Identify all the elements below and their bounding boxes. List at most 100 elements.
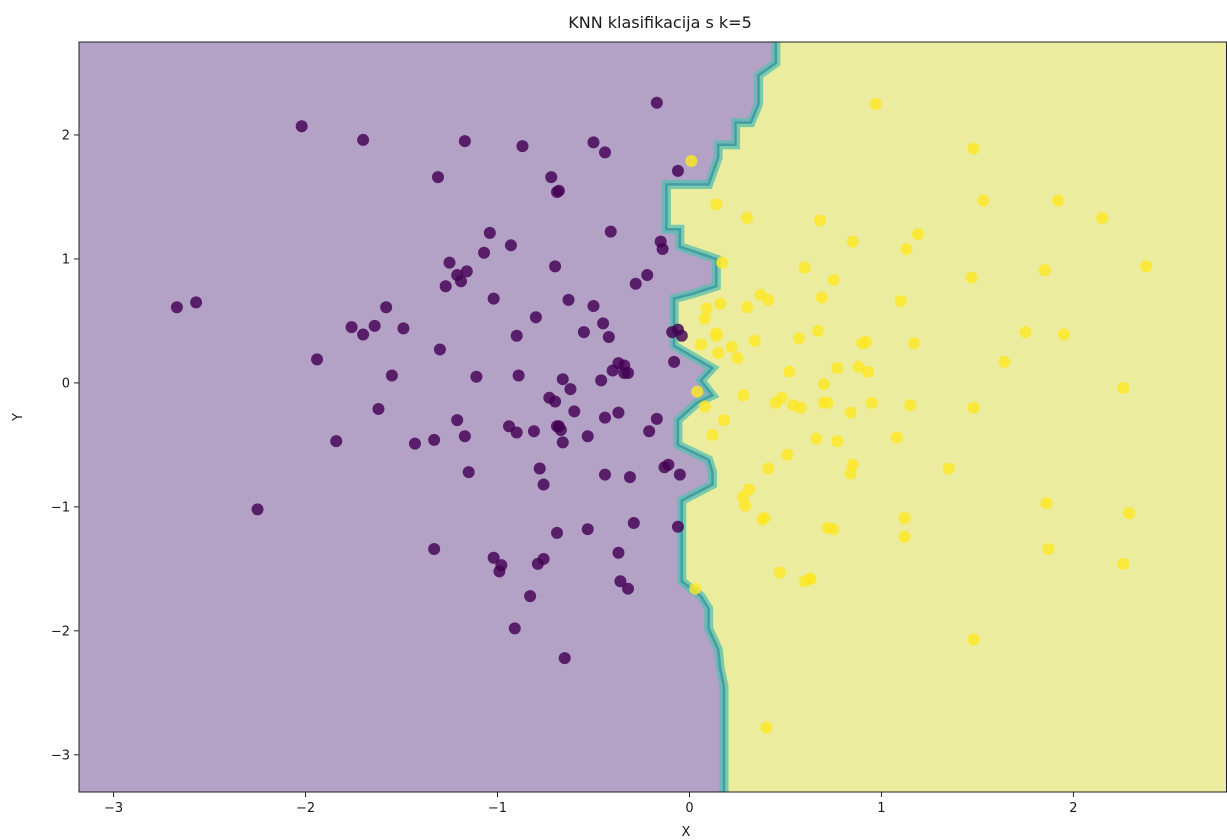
class1-point — [689, 582, 702, 595]
class1-point — [762, 293, 775, 306]
class0-point — [641, 269, 654, 282]
class1-point — [810, 432, 823, 445]
class0-point — [587, 136, 600, 149]
class1-point — [894, 295, 907, 308]
class0-point — [599, 468, 612, 481]
class1-point — [760, 721, 773, 734]
class0-point — [385, 369, 398, 382]
class1-point — [856, 337, 869, 350]
class0-point — [564, 383, 577, 396]
x-tick-label: −3 — [104, 801, 123, 816]
class1-point — [967, 633, 980, 646]
class0-points — [170, 96, 688, 665]
y-tick-label: −2 — [51, 624, 70, 639]
class1-point — [737, 389, 750, 402]
class0-point — [408, 437, 421, 450]
class0-point — [504, 239, 517, 252]
class0-point — [671, 164, 684, 177]
class0-point — [428, 433, 441, 446]
class1-point — [694, 338, 707, 351]
class1-point — [685, 155, 698, 168]
plot-area — [79, 42, 1227, 792]
class0-point — [345, 321, 358, 334]
class0-point — [597, 317, 610, 330]
class1-point — [731, 352, 744, 365]
class1-point — [758, 512, 771, 525]
class1-point — [1140, 260, 1153, 273]
class1-point — [725, 340, 738, 353]
x-tick-label: 0 — [685, 801, 693, 816]
x-tick-label: −1 — [488, 801, 507, 816]
class1-point — [1040, 497, 1053, 510]
class0-point — [629, 277, 642, 290]
class1-point — [804, 572, 817, 585]
class0-point — [675, 329, 688, 342]
class1-point — [741, 212, 754, 225]
class0-point — [251, 503, 264, 516]
class0-point — [510, 329, 523, 342]
class1-point — [898, 530, 911, 543]
class1-points — [685, 97, 1153, 734]
class1-point — [739, 499, 752, 512]
class1-point — [716, 256, 729, 269]
class0-point — [577, 326, 590, 339]
class0-point — [554, 424, 567, 437]
class1-point — [698, 312, 711, 325]
x-axis: −3 −2 −1 0 1 2 — [104, 792, 1078, 816]
class0-point — [357, 328, 370, 341]
class0-point — [599, 411, 612, 424]
x-tick-label: 1 — [877, 801, 885, 816]
class0-point — [443, 256, 456, 269]
class0-point — [671, 520, 684, 533]
class1-point — [865, 396, 878, 409]
class1-point — [792, 332, 805, 345]
class1-point — [965, 271, 978, 284]
class0-point — [551, 186, 564, 198]
class0-point — [556, 436, 569, 449]
class0-point — [614, 575, 627, 588]
class0-point — [487, 292, 500, 305]
class0-point — [311, 353, 324, 366]
class0-point — [397, 322, 410, 335]
class0-point — [568, 405, 581, 418]
x-tick-label: −2 — [296, 801, 315, 816]
class0-point — [533, 462, 546, 475]
class0-point — [483, 226, 496, 239]
x-axis-label: X — [682, 825, 691, 840]
class0-point — [458, 135, 471, 148]
class1-point — [844, 406, 857, 419]
class1-point — [831, 435, 844, 448]
class1-point — [794, 401, 807, 414]
class0-point — [599, 146, 612, 159]
class1-point — [698, 400, 711, 413]
class1-point — [1042, 543, 1055, 556]
class0-point — [433, 343, 446, 356]
class1-point — [710, 198, 723, 211]
class0-point — [451, 269, 464, 282]
class1-point — [898, 512, 911, 525]
class1-point — [748, 334, 761, 347]
class0-point — [478, 246, 491, 259]
class0-point — [508, 622, 521, 635]
class1-point — [1123, 507, 1136, 520]
class1-point — [821, 396, 834, 409]
class1-point — [706, 428, 719, 441]
class1-point — [1057, 328, 1070, 341]
class1-point — [817, 378, 830, 391]
class1-point — [911, 228, 924, 241]
y-tick-label: 0 — [62, 376, 70, 391]
y-tick-label: −3 — [51, 748, 70, 763]
class0-point — [510, 426, 523, 439]
class0-point — [512, 369, 525, 382]
class1-point — [852, 360, 865, 373]
class1-point — [710, 327, 723, 340]
class0-point — [372, 402, 385, 415]
class1-point — [691, 385, 704, 398]
class1-point — [714, 297, 727, 310]
class0-point — [537, 478, 550, 491]
class0-point — [587, 300, 600, 313]
class1-point — [773, 566, 786, 579]
y-tick-label: −1 — [51, 500, 70, 515]
class0-point — [524, 590, 537, 603]
